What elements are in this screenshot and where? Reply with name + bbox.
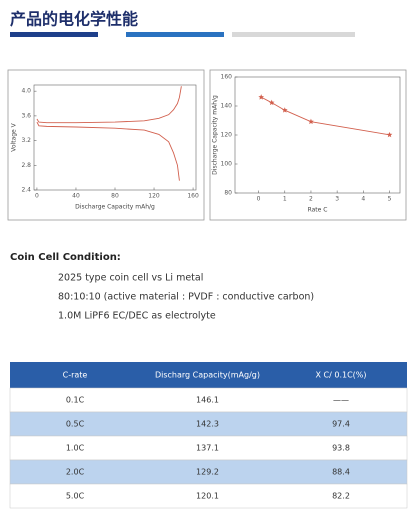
y-tick-label: 120: [221, 132, 233, 139]
table-cell: 2.0C: [66, 468, 85, 477]
plot-frame: [33, 84, 197, 191]
table-cell: 82.2: [332, 492, 350, 501]
y-tick-label: 140: [221, 103, 233, 110]
y-tick-label: 3.6: [21, 112, 31, 119]
y-tick-label: 2.8: [21, 162, 31, 169]
condition-title: Coin Cell Condition:: [10, 252, 121, 263]
table-header-cell: X C/ 0.1C(%): [316, 371, 367, 380]
data-point: [386, 131, 393, 138]
table-cell: 5.0C: [66, 492, 85, 501]
data-point: [281, 107, 288, 113]
x-tick-label: 1: [283, 196, 287, 203]
x-tick-label: 80: [111, 193, 119, 200]
data-line: [36, 86, 182, 124]
chart-frame: [209, 69, 407, 221]
table-cell: ——: [333, 396, 349, 405]
table-row: [9, 483, 408, 509]
table-row: [9, 435, 408, 461]
x-tick-label: 4: [361, 196, 365, 203]
x-tick-label: 0: [35, 193, 39, 200]
condition-line: 1.0M LiPF6 EC/DEC as electrolyte: [58, 311, 216, 322]
table-cell: 137.1: [196, 444, 219, 453]
y-tick-label: 4.0: [21, 88, 31, 95]
table-cell: 1.0C: [66, 444, 85, 453]
y-axis-label: Discharge Capacity mAh/g: [212, 95, 219, 175]
plot-frame: [234, 76, 401, 194]
y-axis-label: Voltage V: [11, 122, 18, 151]
table-cell: 93.8: [332, 444, 350, 453]
y-tick-label: 100: [221, 161, 233, 168]
y-tick-label: 2.4: [21, 187, 31, 194]
x-axis-label: Rate C: [308, 207, 328, 214]
table-row: [9, 387, 408, 413]
table-cell: 120.1: [196, 492, 219, 501]
y-tick-label: 3.2: [21, 137, 31, 144]
x-tick-label: 0: [257, 196, 261, 203]
table-cell: 146.1: [196, 396, 219, 405]
title-bar: [126, 32, 224, 37]
data-line: [260, 96, 390, 136]
table-row: [9, 411, 408, 437]
condition-line: 2025 type coin cell vs Li metal: [58, 273, 203, 284]
table-cell: 0.5C: [66, 420, 85, 429]
data-point: [268, 99, 275, 106]
data-point: [258, 94, 265, 100]
page-title: 产品的电化学性能: [10, 10, 138, 29]
table-header-cell: Discharg Capacity(mAg/g): [155, 371, 260, 380]
table-header-bg: [10, 362, 407, 388]
title-bar: [232, 32, 355, 37]
x-tick-label: 3: [335, 196, 339, 203]
y-tick-label: 80: [224, 190, 232, 197]
x-tick-label: 120: [148, 193, 160, 200]
title-bar: [10, 32, 98, 37]
chart-frame: [7, 69, 205, 221]
table-cell: 88.4: [332, 468, 350, 477]
table-row: [9, 459, 408, 485]
table-cell: 0.1C: [66, 396, 85, 405]
data-point: [308, 118, 314, 125]
table-header-cell: C-rate: [63, 371, 88, 380]
x-tick-label: 2: [309, 196, 313, 203]
y-tick-label: 160: [221, 74, 233, 81]
table-cell: 97.4: [332, 420, 350, 429]
x-tick-label: 5: [388, 196, 392, 203]
x-tick-label: 160: [187, 193, 199, 200]
condition-line: 80:10:10 (active material : PVDF : condu…: [58, 292, 314, 303]
x-tick-label: 40: [72, 193, 80, 200]
table-cell: 142.3: [196, 420, 219, 429]
table-cell: 129.2: [196, 468, 219, 477]
data-line: [36, 121, 180, 181]
x-axis-label: Discharge Capacity mAh/g: [75, 204, 155, 211]
